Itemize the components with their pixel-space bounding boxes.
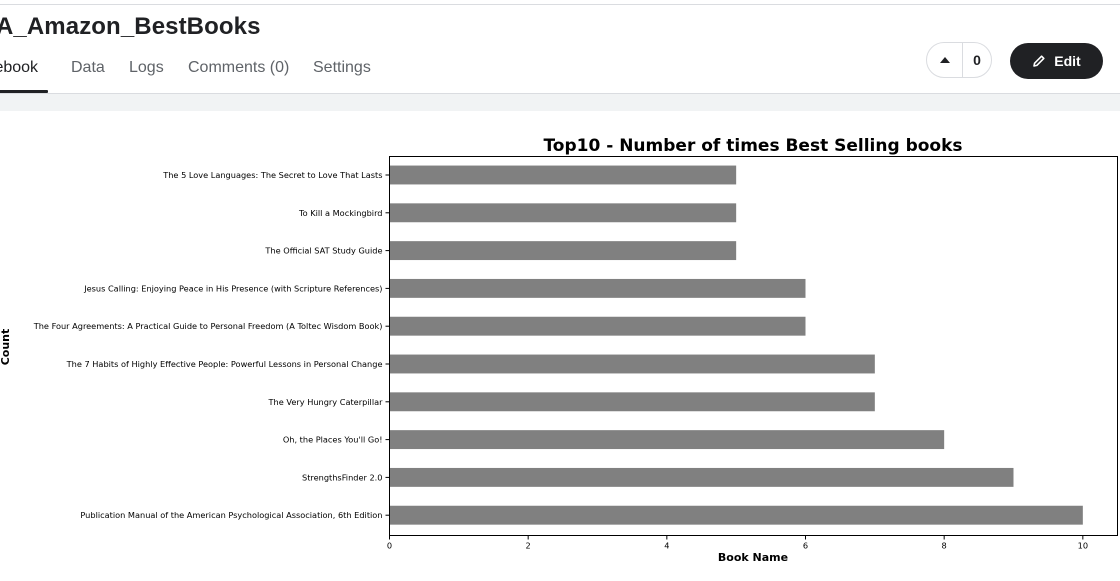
tabs-divider <box>0 93 1120 94</box>
x-tick-label: 2 <box>526 541 531 551</box>
chart-output: Top10 - Number of times Best Selling boo… <box>0 128 1120 581</box>
x-tick-label: 8 <box>942 541 947 551</box>
bars-group <box>389 165 1083 525</box>
active-tab-indicator <box>0 90 48 93</box>
bar <box>389 505 1083 525</box>
bar <box>389 467 1014 487</box>
category-label: The Four Agreements: A Practical Guide t… <box>33 321 383 331</box>
category-label: StrengthsFinder 2.0 <box>302 472 382 482</box>
bar-chart: Top10 - Number of times Best Selling boo… <box>0 136 1118 564</box>
category-label: Oh, the Places You'll Go! <box>283 435 383 445</box>
x-axis-label: Book Name <box>718 551 788 564</box>
bar <box>389 430 945 450</box>
edit-button-label: Edit <box>1054 53 1081 69</box>
caret-up-icon <box>939 57 950 63</box>
bar <box>389 241 737 261</box>
plot-frame <box>389 156 1118 536</box>
y-axis-label: Count <box>0 329 12 366</box>
vote-control: 0 <box>926 42 992 78</box>
x-tick-label: 10 <box>1078 541 1088 551</box>
bar <box>389 354 875 374</box>
category-label: Publication Manual of the American Psych… <box>80 510 382 520</box>
tab-settings[interactable]: Settings <box>313 59 371 76</box>
notebook-title: A_Amazon_BestBooks <box>0 13 261 40</box>
vote-count: 0 <box>973 52 981 68</box>
chart-title: Top10 - Number of times Best Selling boo… <box>543 136 962 156</box>
x-ticks-group: 0 2 4 6 8 10 <box>387 535 1088 551</box>
category-labels-group: The 5 Love Languages: The Secret to Love… <box>33 170 390 520</box>
x-tick-label: 4 <box>664 541 669 551</box>
tab-notebook[interactable]: tebook <box>0 59 39 76</box>
category-label: The Official SAT Study Guide <box>264 246 382 256</box>
pencil-icon <box>1033 55 1045 67</box>
x-tick-label: 0 <box>387 541 392 551</box>
bar <box>389 203 737 223</box>
category-label: Jesus Calling: Enjoying Peace in His Pre… <box>83 283 382 293</box>
x-tick-label: 6 <box>803 541 808 551</box>
tab-data[interactable]: Data <box>71 59 105 76</box>
tab-comments[interactable]: Comments (0) <box>188 59 290 76</box>
category-label: The Very Hungry Caterpillar <box>268 397 384 407</box>
top-divider <box>0 4 1120 5</box>
bar <box>389 392 875 412</box>
bar <box>389 316 806 336</box>
bar <box>389 165 737 185</box>
upvote-button[interactable] <box>927 43 963 77</box>
bar <box>389 278 806 298</box>
category-label: The 5 Love Languages: The Secret to Love… <box>162 170 382 180</box>
tab-logs[interactable]: Logs <box>129 59 164 76</box>
category-label: To Kill a Mockingbird <box>298 208 383 218</box>
content-separator <box>0 94 1120 111</box>
category-label: The 7 Habits of Highly Effective People:… <box>66 359 383 369</box>
edit-button[interactable]: Edit <box>1010 43 1103 79</box>
